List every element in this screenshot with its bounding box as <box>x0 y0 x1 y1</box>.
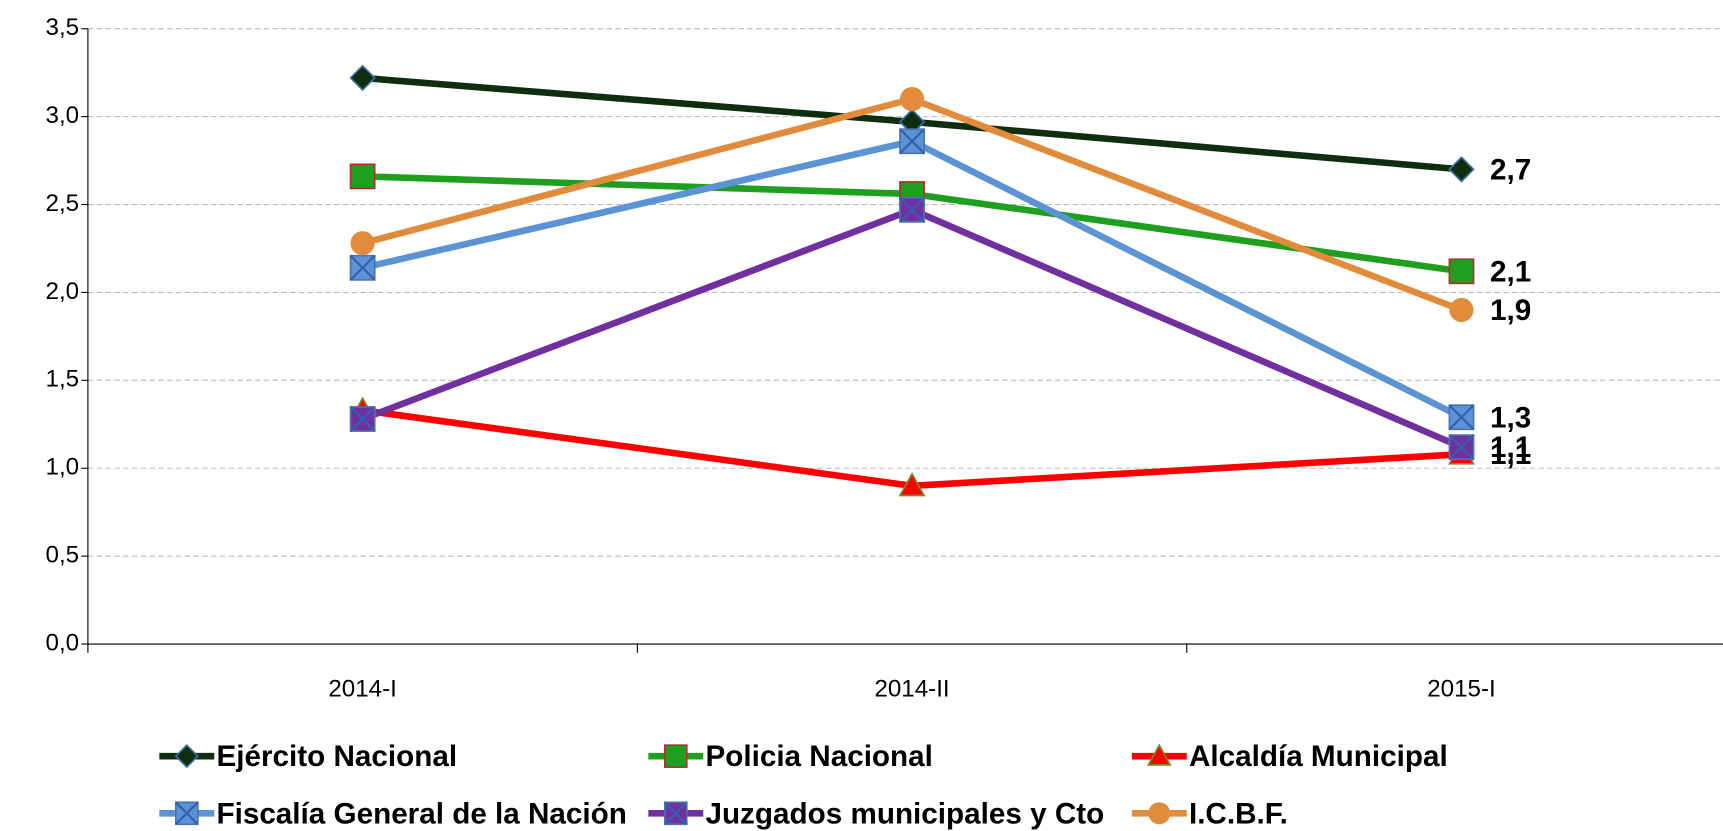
y-tick-label: 2,5 <box>46 190 80 217</box>
legend-label: Fiscalía General de la Nación <box>216 797 626 830</box>
data-label: 1,9 <box>1490 294 1531 327</box>
marker <box>1448 404 1475 431</box>
x-tick-label: 2014-II <box>874 676 949 703</box>
data-label: 2,7 <box>1490 153 1531 186</box>
legend-label: Policia Nacional <box>705 740 932 773</box>
marker <box>1448 156 1475 183</box>
x-tick-label: 2014-I <box>328 676 396 703</box>
y-tick-label: 1,5 <box>46 366 80 393</box>
marker <box>349 254 376 281</box>
y-tick-label: 3,0 <box>46 102 80 129</box>
marker <box>350 231 375 256</box>
x-tick-label: 2015-I <box>1427 676 1496 703</box>
marker <box>898 472 926 497</box>
y-tick-label: 0,5 <box>46 542 80 569</box>
legend-label: I.C.B.F. <box>1189 797 1288 830</box>
marker <box>1448 258 1475 285</box>
marker <box>349 163 376 190</box>
data-label: 1,1 <box>1490 431 1531 464</box>
data-label: 1,3 <box>1490 401 1531 434</box>
y-tick-label: 0,0 <box>46 629 80 656</box>
marker <box>349 64 376 92</box>
marker <box>349 406 376 432</box>
legend-label: Juzgados municipales y Cto <box>705 797 1104 830</box>
marker <box>174 743 199 769</box>
marker <box>663 801 688 826</box>
data-label: 1,1 <box>1490 438 1531 471</box>
marker <box>174 801 199 826</box>
data-label: 2,1 <box>1490 255 1531 288</box>
marker <box>899 128 925 155</box>
legend-label: Alcaldía Municipal <box>1189 740 1448 773</box>
y-tick-label: 3,5 <box>46 14 80 41</box>
y-tick-label: 2,0 <box>46 278 80 305</box>
marker <box>1148 802 1171 825</box>
marker <box>899 86 925 112</box>
legend-label: Ejército Nacional <box>216 740 457 773</box>
y-tick-label: 1,0 <box>46 454 80 481</box>
marker <box>1448 434 1475 461</box>
marker <box>663 744 688 768</box>
marker <box>1449 297 1474 323</box>
marker <box>1146 743 1172 766</box>
marker <box>899 196 925 223</box>
